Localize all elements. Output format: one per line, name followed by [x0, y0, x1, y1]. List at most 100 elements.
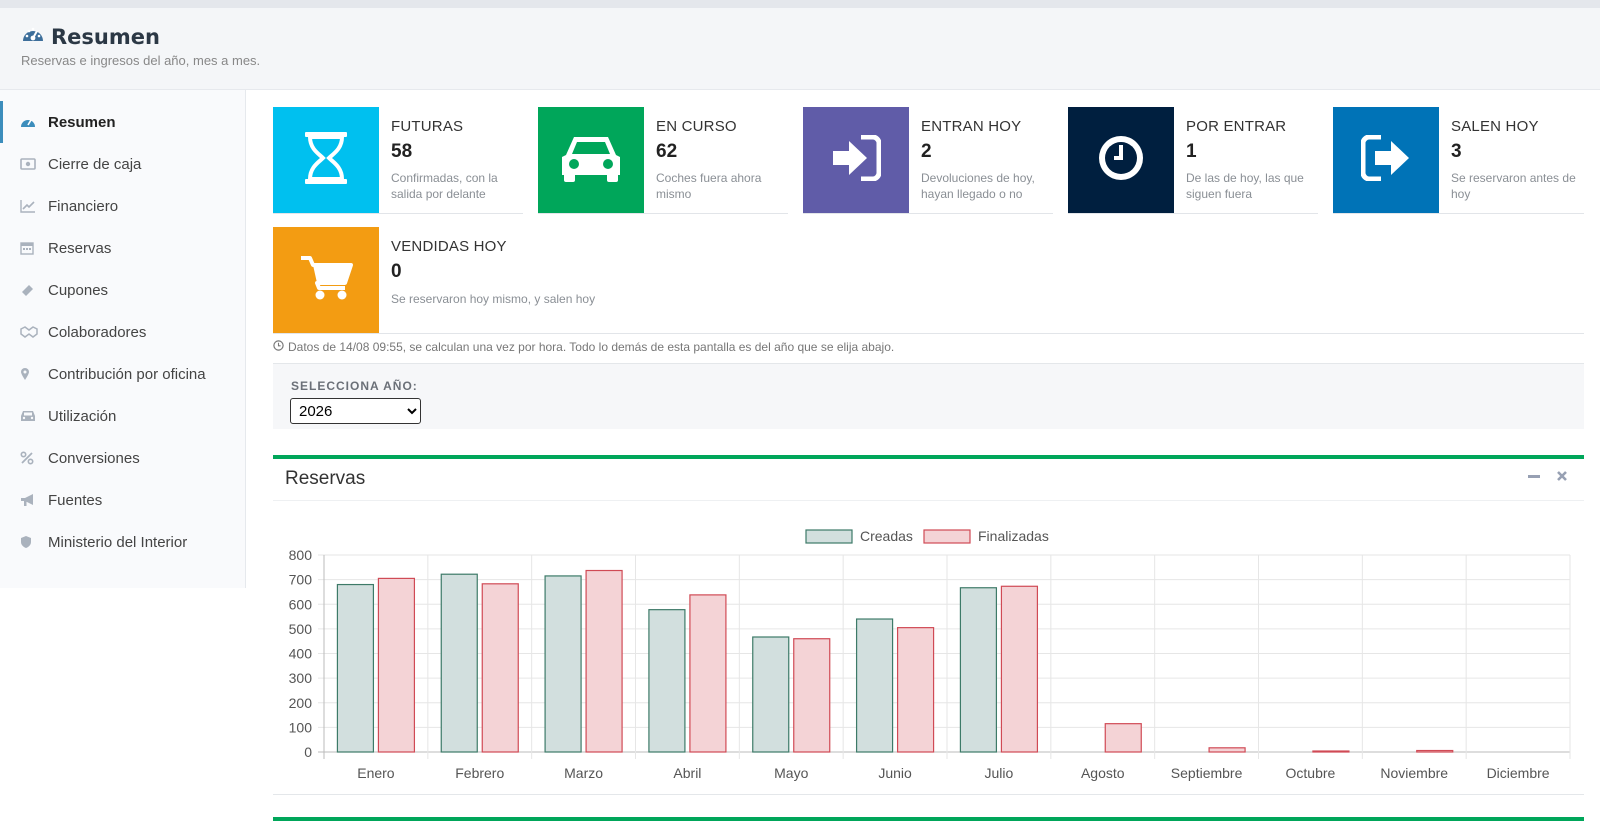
- next-panel: [273, 817, 1584, 835]
- clock-icon: [1097, 134, 1145, 187]
- bar-creadas: [855, 618, 894, 753]
- sidebar-item-reservas[interactable]: Reservas: [0, 227, 245, 269]
- close-icon[interactable]: [1556, 469, 1568, 487]
- car-icon: [20, 410, 48, 423]
- stat-value: 0: [391, 261, 402, 282]
- sidebar-item-ministerio-del-interior[interactable]: Ministerio del Interior: [0, 521, 245, 563]
- stat-description: De las de hoy, las que siguen fuera: [1186, 171, 1304, 201]
- y-tick-label: 300: [289, 670, 313, 686]
- minus-icon[interactable]: [1528, 469, 1540, 487]
- money-icon: [20, 158, 48, 170]
- stat-box-en-curso: EN CURSO 62 Coches fuera ahora mismo: [538, 107, 788, 214]
- stat-description: Confirmadas, con la salida por delante: [391, 171, 498, 201]
- bar-creadas: [752, 636, 790, 753]
- sidebar-item-cupones[interactable]: Cupones: [0, 269, 245, 311]
- stat-icon-area: [1068, 107, 1174, 213]
- calendar-icon: [20, 241, 48, 255]
- x-tick-label: Enero: [357, 765, 395, 781]
- stat-value: 62: [656, 141, 678, 162]
- stat-box-futuras: FUTURAS 58 Confirmadas, con la salida po…: [273, 107, 523, 214]
- stat-icon-area: [803, 107, 909, 213]
- legend-label: Creadas: [860, 528, 913, 544]
- sidebar-item-financiero[interactable]: Financiero: [0, 185, 245, 227]
- sidebar-item-resumen[interactable]: Resumen: [0, 101, 245, 143]
- stat-title: EN CURSO: [656, 118, 737, 135]
- bar-creadas: [648, 609, 686, 753]
- sidebar-item-label: Colaboradores: [48, 323, 147, 341]
- sidebar-item-label: Cupones: [48, 281, 109, 299]
- y-tick-label: 100: [289, 719, 313, 735]
- x-tick-label: Febrero: [455, 765, 504, 781]
- sidebar-item-label: Resumen: [48, 113, 116, 131]
- stat-title: ENTRAN HOY: [921, 118, 1022, 135]
- stat-title: VENDIDAS HOY: [391, 238, 507, 255]
- stat-title: FUTURAS: [391, 118, 464, 135]
- handshake-icon: [20, 326, 48, 338]
- sidebar-item-colaboradores[interactable]: Colaboradores: [0, 311, 245, 353]
- sign-out-icon: [1360, 134, 1411, 186]
- bar-finalizadas: [585, 569, 623, 753]
- stat-icon-area: [273, 227, 379, 333]
- sidebar-item-label: Ministerio del Interior: [48, 533, 188, 551]
- panel-header: Reservas: [273, 459, 1584, 501]
- year-select[interactable]: 2026: [290, 398, 421, 424]
- bar-creadas: [544, 575, 582, 753]
- x-tick-label: Abril: [673, 765, 701, 781]
- x-tick-label: Mayo: [774, 765, 808, 781]
- bar-creadas: [440, 573, 478, 753]
- dashboard-icon: [20, 115, 48, 129]
- map-marker-icon: [20, 367, 48, 381]
- ticket-icon: [20, 283, 48, 298]
- stat-box-entran-hoy: ENTRAN HOY 2 Devoluciones de hoy, hayan …: [803, 107, 1053, 214]
- data-note-text: Datos de 14/08 09:55, se calculan una ve…: [288, 340, 895, 354]
- bar-finalizadas: [481, 583, 519, 753]
- y-tick-label: 500: [289, 621, 313, 637]
- x-tick-label: Julio: [985, 765, 1014, 781]
- sidebar-item-label: Fuentes: [48, 491, 103, 509]
- sidebar-item-label: Conversiones: [48, 449, 140, 467]
- sidebar-item-cierre-de-caja[interactable]: Cierre de caja: [0, 143, 245, 185]
- legend-swatch: [923, 529, 971, 544]
- dashboard-icon: [21, 24, 45, 49]
- stat-description: Devoluciones de hoy, hayan llegado o no: [921, 171, 1035, 201]
- shopping-cart-icon: [299, 255, 353, 306]
- sidebar-item-contribucion-por-oficina[interactable]: Contribución por oficina: [0, 353, 245, 395]
- shield-icon: [20, 535, 48, 549]
- page-title-text: Resumen: [51, 24, 160, 49]
- sidebar: Resumen Cierre de caja Financiero Reserv…: [0, 90, 246, 588]
- bar-finalizadas: [1416, 749, 1454, 753]
- stat-value: 58: [391, 141, 413, 162]
- x-tick-label: Septiembre: [1171, 765, 1243, 781]
- stat-value: 1: [1186, 141, 1197, 162]
- y-tick-label: 0: [304, 744, 312, 760]
- sidebar-item-utilizacion[interactable]: Utilización: [0, 395, 245, 437]
- y-tick-label: 600: [289, 596, 313, 612]
- y-tick-label: 200: [289, 695, 313, 711]
- stat-box-salen-hoy: SALEN HOY 3 Se reservaron antes de hoy: [1333, 107, 1584, 214]
- panel-tools: [1528, 469, 1568, 487]
- stat-box-por-entrar: POR ENTRAR 1 De las de hoy, las que sigu…: [1068, 107, 1318, 214]
- year-selector-label: SELECCIONA AÑO:: [291, 379, 418, 393]
- sidebar-item-label: Contribución por oficina: [48, 365, 206, 383]
- sign-in-icon: [831, 134, 882, 186]
- page-subtitle: Reservas e ingresos del año, mes a mes.: [21, 53, 261, 68]
- sidebar-item-label: Financiero: [48, 197, 119, 215]
- bar-finalizadas: [1208, 747, 1246, 753]
- stat-icon-area: [538, 107, 644, 213]
- y-tick-label: 400: [289, 646, 313, 662]
- year-selector-box: SELECCIONA AÑO: 2026: [273, 363, 1584, 429]
- stat-description: Coches fuera ahora mismo: [656, 171, 762, 201]
- stat-icon-area: [273, 107, 379, 213]
- sidebar-item-label: Utilización: [48, 407, 117, 425]
- sidebar-item-conversiones[interactable]: Conversiones: [0, 437, 245, 479]
- bullhorn-icon: [20, 493, 48, 507]
- stat-title: SALEN HOY: [1451, 118, 1539, 135]
- y-tick-label: 700: [289, 572, 313, 588]
- sidebar-item-label: Reservas: [48, 239, 112, 257]
- sidebar-item-fuentes[interactable]: Fuentes: [0, 479, 245, 521]
- x-tick-label: Diciembre: [1487, 765, 1550, 781]
- x-tick-label: Junio: [878, 765, 912, 781]
- stat-description: Se reservaron antes de hoy: [1451, 171, 1576, 201]
- legend-label: Finalizadas: [978, 528, 1049, 544]
- x-tick-label: Marzo: [564, 765, 603, 781]
